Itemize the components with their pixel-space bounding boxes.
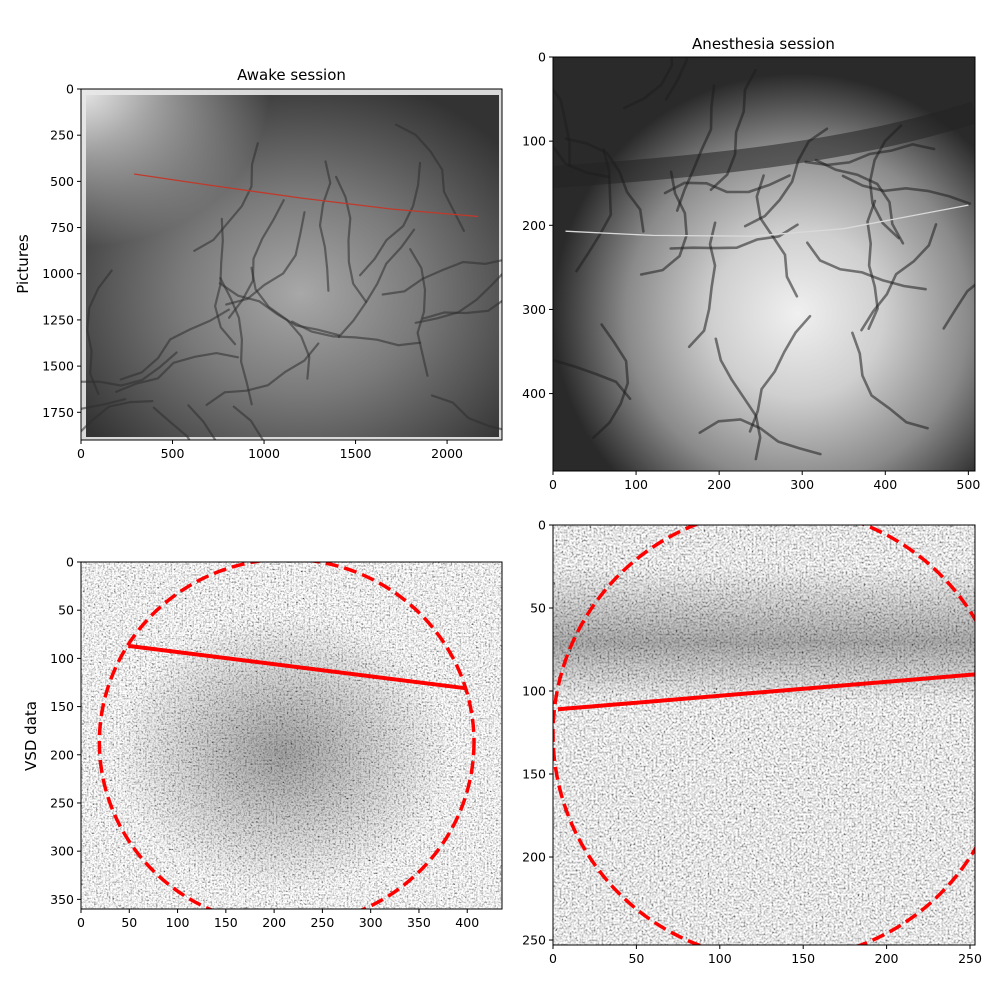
vsd-activity — [553, 525, 975, 945]
y-tick-label: 350 — [50, 892, 74, 907]
y-tick-label: 50 — [530, 601, 546, 616]
y-tick-label: 100 — [522, 134, 546, 149]
y-tick-label: 300 — [522, 302, 546, 317]
x-tick-label: 100 — [166, 915, 190, 930]
x-tick-label: 200 — [707, 477, 731, 492]
x-tick-label: 400 — [455, 915, 479, 930]
y-tick-label: 200 — [522, 218, 546, 233]
y-tick-label: 150 — [50, 699, 74, 714]
y-tick-label: 0 — [66, 555, 74, 570]
vsd-ylabel: VSD data — [22, 701, 40, 771]
y-tick-label: 1250 — [42, 312, 74, 327]
x-tick-label: 250 — [310, 915, 334, 930]
image-area — [553, 508, 1000, 960]
y-tick-label: 500 — [50, 174, 74, 189]
x-tick-label: 0 — [549, 477, 557, 492]
y-tick-label: 100 — [50, 651, 74, 666]
y-tick-label: 50 — [58, 603, 74, 618]
anesthesia-panel-title: Anesthesia session — [692, 35, 835, 53]
x-tick-label: 500 — [161, 446, 185, 461]
glare — [81, 89, 502, 440]
y-tick-label: 0 — [538, 50, 546, 65]
x-tick-label: 400 — [873, 477, 897, 492]
y-tick-label: 0 — [538, 518, 546, 533]
anesthesia-photo-panel: 0 100 200 300 400 500 0 100 200 300 400 — [511, 0, 1000, 492]
x-tick-label: 250 — [958, 951, 982, 966]
y-tick-label: 1500 — [42, 359, 74, 374]
y-tick-label: 300 — [50, 844, 74, 859]
awake-vsd-panel: 0 50 100 150 200 250 300 350 400 0 50 100 150 200 250 3… — [50, 555, 502, 931]
x-tick-label: 150 — [214, 915, 238, 930]
x-tick-label: 0 — [77, 915, 85, 930]
x-tick-label: 300 — [359, 915, 383, 930]
x-tick-label: 500 — [956, 477, 980, 492]
vsd-activity — [81, 562, 502, 909]
x-tick-label: 150 — [791, 951, 815, 966]
x-tick-label: 0 — [77, 446, 85, 461]
y-tick-label: 250 — [522, 933, 546, 948]
y-tick-label: 400 — [522, 386, 546, 401]
awake-panel-title: Awake session — [237, 66, 346, 84]
y-tick-label: 750 — [50, 220, 74, 235]
x-tick-label: 1500 — [340, 446, 372, 461]
y-tick-label: 250 — [50, 795, 74, 810]
image-area — [511, 0, 1000, 471]
x-tick-label: 1000 — [248, 446, 280, 461]
y-tick-label: 0 — [66, 82, 74, 97]
pictures-ylabel: Pictures — [14, 234, 32, 294]
x-tick-label: 200 — [262, 915, 286, 930]
x-tick-label: 350 — [407, 915, 431, 930]
y-tick-label: 150 — [522, 767, 546, 782]
y-tick-label: 1000 — [42, 266, 74, 281]
x-tick-label: 200 — [875, 951, 899, 966]
awake-photo-panel: 0 500 1000 1500 2000 0 250 500 750 1000 1250 1500 17… — [4, 82, 553, 524]
x-tick-label: 100 — [624, 477, 648, 492]
x-tick-label: 300 — [790, 477, 814, 492]
image-area — [81, 559, 502, 925]
x-tick-label: 100 — [708, 951, 732, 966]
x-tick-label: 50 — [121, 915, 137, 930]
y-tick-label: 100 — [522, 684, 546, 699]
y-tick-label: 200 — [522, 850, 546, 865]
y-tick-label: 250 — [50, 128, 74, 143]
y-tick-label: 1750 — [42, 405, 74, 420]
x-tick-label: 50 — [628, 951, 644, 966]
y-tick-label: 200 — [50, 747, 74, 762]
x-tick-label: 2000 — [431, 446, 463, 461]
x-tick-label: 0 — [549, 951, 557, 966]
